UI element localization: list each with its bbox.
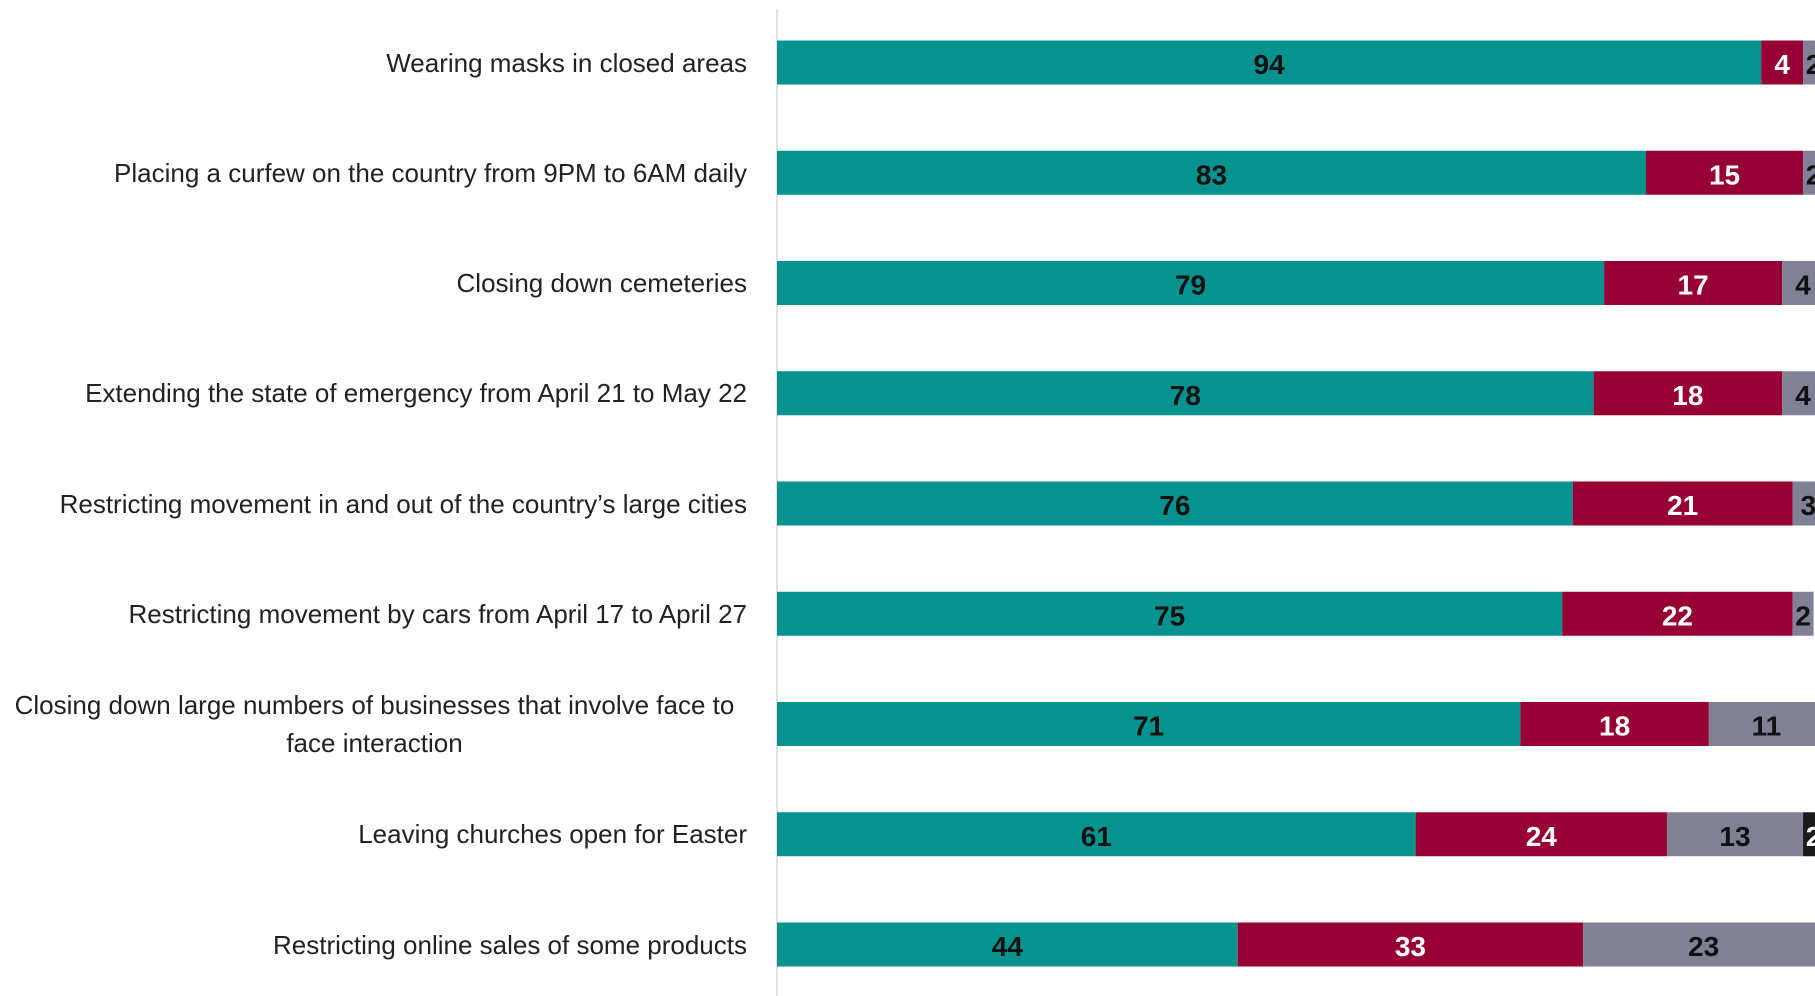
bar-segment	[777, 812, 1416, 857]
bar-segment	[1237, 922, 1584, 967]
value-label: 78	[1170, 380, 1201, 411]
category-label: Restricting online sales of some product…	[273, 926, 747, 964]
value-label: 94	[1254, 49, 1286, 80]
category-label: Placing a curfew on the country from 9PM…	[114, 154, 747, 192]
value-label: 21	[1667, 490, 1698, 521]
bar-segment	[777, 922, 1238, 967]
category-text: Closing down large numbers of businesses…	[14, 690, 735, 758]
bar-segment	[1646, 150, 1804, 195]
value-label: 61	[1081, 821, 1112, 852]
value-label: 17	[1678, 270, 1709, 301]
value-label: 11	[1752, 711, 1782, 742]
category-text: Restricting movement by cars from April …	[128, 598, 747, 629]
category-text: Leaving churches open for Easter	[358, 819, 747, 850]
value-label: 83	[1196, 159, 1227, 190]
value-label: 33	[1395, 931, 1426, 962]
bar-segment	[1803, 40, 1815, 85]
bar-segment	[777, 150, 1647, 195]
category-label: Restricting movement in and out of the c…	[60, 485, 747, 523]
value-label: 4	[1795, 380, 1811, 411]
bar-segment	[1782, 371, 1815, 416]
bar-segment	[1803, 150, 1815, 195]
value-label: 2	[1795, 600, 1811, 631]
bar-segment	[1782, 261, 1815, 305]
category-label: Closing down large numbers of businesses…	[2, 686, 747, 762]
category-label: Leaving churches open for Easter	[358, 815, 747, 853]
value-label: 44	[992, 931, 1024, 962]
value-label: 18	[1672, 380, 1703, 411]
value-label: 15	[1709, 159, 1740, 190]
bar-segment	[1792, 481, 1815, 526]
category-text: Restricting online sales of some product…	[272, 929, 747, 960]
bar-segment	[1792, 591, 1814, 636]
bar-segment	[777, 702, 1521, 746]
bar-segment	[1604, 261, 1783, 305]
value-label: 2	[1806, 49, 1815, 80]
value-label: 18	[1599, 711, 1630, 742]
category-label: Closing down cemeteries	[457, 264, 747, 302]
bar-segment	[777, 40, 1762, 85]
value-label: 79	[1175, 270, 1206, 301]
bar-segment	[777, 591, 1563, 636]
value-label: 13	[1719, 821, 1750, 852]
value-label: 75	[1154, 600, 1185, 631]
bar-segment	[1583, 922, 1815, 967]
value-label: 2	[1806, 821, 1815, 852]
category-text: Restricting movement in and out of the c…	[59, 488, 747, 519]
bar-segment	[1520, 702, 1709, 746]
bar-segment	[1593, 371, 1783, 416]
value-label: 3	[1801, 490, 1815, 521]
value-label: 24	[1526, 821, 1558, 852]
bar-segment	[1415, 812, 1667, 857]
category-label: Extending the state of emergency from Ap…	[85, 374, 747, 412]
category-text: Placing a curfew on the country from 9PM…	[114, 157, 747, 188]
category-label: Restricting movement by cars from April …	[129, 595, 747, 633]
bar-segment	[1761, 40, 1804, 85]
value-label: 22	[1662, 600, 1693, 631]
value-label: 4	[1795, 270, 1811, 301]
value-label: 76	[1159, 490, 1190, 521]
bar-segment	[777, 371, 1594, 416]
value-label: 23	[1688, 931, 1719, 962]
value-label: 4	[1774, 49, 1790, 80]
category-text: Wearing masks in closed areas	[386, 47, 747, 78]
value-label: 71	[1133, 711, 1164, 742]
value-label: 2	[1806, 159, 1815, 190]
category-text: Closing down cemeteries	[456, 268, 747, 298]
bar-segment	[777, 261, 1605, 305]
bar-segment	[1572, 481, 1793, 526]
category-label: Wearing masks in closed areas	[386, 44, 747, 82]
bar-segment	[777, 481, 1573, 526]
category-text: Extending the state of emergency from Ap…	[85, 378, 747, 409]
bar-segment	[1562, 591, 1793, 636]
bar-segment	[1708, 702, 1815, 746]
bar-segment	[1803, 812, 1815, 857]
bar-segment	[1666, 812, 1804, 857]
